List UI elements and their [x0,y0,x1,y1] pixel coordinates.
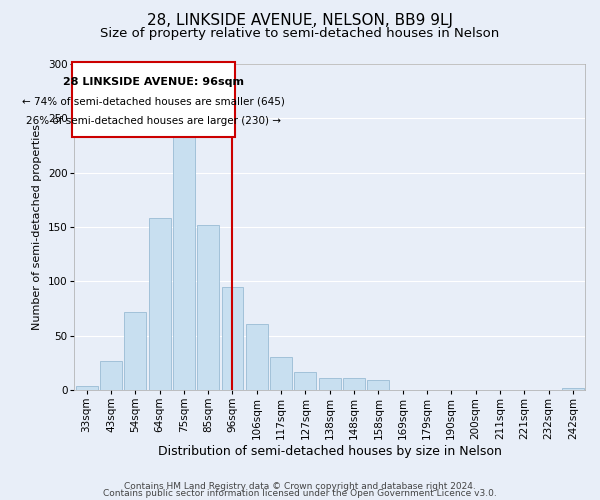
Bar [343,378,365,390]
Text: 28 LINKSIDE AVENUE: 96sqm: 28 LINKSIDE AVENUE: 96sqm [63,77,244,87]
Bar [149,218,170,390]
X-axis label: Distribution of semi-detached houses by size in Nelson: Distribution of semi-detached houses by … [158,444,502,458]
Bar [100,360,122,390]
Bar [562,388,584,390]
Bar [319,378,341,390]
Bar [367,380,389,390]
Text: 28, LINKSIDE AVENUE, NELSON, BB9 9LJ: 28, LINKSIDE AVENUE, NELSON, BB9 9LJ [147,12,453,28]
Text: Contains HM Land Registry data © Crown copyright and database right 2024.: Contains HM Land Registry data © Crown c… [124,482,476,491]
Bar [295,372,316,390]
Bar [124,312,146,390]
Bar [197,225,219,390]
Text: Contains public sector information licensed under the Open Government Licence v3: Contains public sector information licen… [103,489,497,498]
Bar [173,132,195,390]
Text: ← 74% of semi-detached houses are smaller (645): ← 74% of semi-detached houses are smalle… [22,96,285,106]
Text: Size of property relative to semi-detached houses in Nelson: Size of property relative to semi-detach… [100,28,500,40]
Text: 26% of semi-detached houses are larger (230) →: 26% of semi-detached houses are larger (… [26,116,281,126]
Bar [270,358,292,390]
Bar [246,324,268,390]
Y-axis label: Number of semi-detached properties: Number of semi-detached properties [32,124,42,330]
FancyBboxPatch shape [72,62,235,138]
Bar [76,386,98,390]
Bar [221,286,244,390]
